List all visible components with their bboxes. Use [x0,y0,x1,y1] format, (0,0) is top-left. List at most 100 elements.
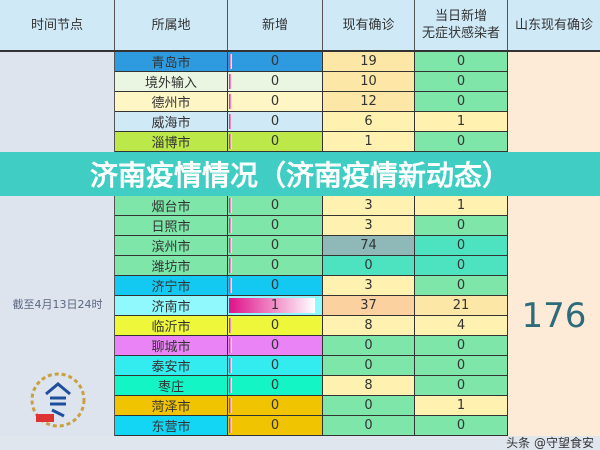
current-cell: 0 [323,256,415,275]
new-bar [229,94,232,109]
current-cell: 3 [323,216,415,235]
current-value: 3 [364,218,373,233]
city-name: 泰安市 [151,360,191,375]
asym-value: 0 [456,418,466,433]
table-row: 烟台市 0 3 1 [115,196,508,216]
city-name: 德州市 [151,96,191,111]
city-name: 临沂市 [151,320,191,335]
current-cell: 1 [323,132,415,151]
asym-value: 0 [456,378,466,393]
asym-cell: 1 [415,396,508,415]
new-cell: 0 [228,196,323,215]
current-value: 0 [364,418,373,433]
new-value: 0 [270,338,280,353]
new-value: 0 [270,74,280,89]
asym-value: 1 [456,398,466,413]
new-bar [229,114,232,129]
city-cell: 济南市 [115,296,228,315]
current-cell: 12 [323,92,415,111]
city-cell: 青岛市 [115,52,228,71]
asym-cell: 1 [415,112,508,131]
current-value: 3 [364,278,373,293]
new-cell: 0 [228,356,323,375]
watermark: 头条 @守望食安 [506,436,594,450]
current-cell: 0 [323,336,415,355]
header-shandong: 山东现有确诊 [514,17,593,33]
city-name: 威海市 [151,116,191,131]
new-value: 0 [270,358,280,373]
new-cell: 0 [228,72,323,91]
asym-cell: 0 [415,92,508,111]
asym-cell: 1 [415,196,508,215]
new-bar [229,74,232,89]
new-value: 1 [270,298,280,313]
new-cell: 0 [228,276,323,295]
new-bar [229,418,232,433]
current-cell: 3 [323,276,415,295]
new-value: 0 [270,258,280,273]
table-row: 青岛市 0 19 0 [115,52,508,72]
new-cell: 0 [228,376,323,395]
new-cell: 0 [228,112,323,131]
asym-cell: 0 [415,72,508,91]
current-cell: 8 [323,316,415,335]
asym-cell: 0 [415,416,508,435]
asym-cell: 0 [415,132,508,151]
table-row: 潍坊市 0 0 0 [115,256,508,276]
current-value: 74 [360,238,377,253]
new-value: 0 [270,378,280,393]
city-cell: 烟台市 [115,196,228,215]
current-value: 8 [364,378,373,393]
new-bar [229,218,232,233]
current-cell: 19 [323,52,415,71]
city-name: 济南市 [151,300,191,315]
new-bar [229,134,232,149]
shandong-total: 176 [508,196,600,436]
city-cell: 枣庄 [115,376,228,395]
city-name: 菏泽市 [151,400,191,415]
asym-value: 0 [456,258,466,273]
new-cell: 0 [228,256,323,275]
city-cell: 德州市 [115,92,228,111]
current-value: 12 [360,94,377,109]
asym-value: 0 [456,278,466,293]
header-asym: 当日新增 无症状感染者 [415,0,508,50]
asym-value: 0 [456,218,466,233]
new-value: 0 [270,134,280,149]
current-cell: 10 [323,72,415,91]
current-cell: 8 [323,376,415,395]
asym-value: 0 [456,94,466,109]
asym-cell: 0 [415,52,508,71]
table-header: 时间节点 所属地 新增 现有确诊 当日新增 无症状感染者 山东现有确诊 [0,0,600,52]
city-cell: 聊城市 [115,336,228,355]
new-value: 0 [270,318,280,333]
current-value: 8 [364,318,373,333]
table-row: 淄博市 0 1 0 [115,132,508,152]
asym-value: 4 [456,318,466,333]
city-cell: 潍坊市 [115,256,228,275]
header-new: 新增 [228,0,323,50]
current-value: 37 [360,298,377,313]
new-bar [229,358,232,373]
new-value: 0 [270,198,280,213]
asym-cell: 21 [415,296,508,315]
current-value: 3 [364,198,373,213]
asym-value: 0 [456,54,466,69]
current-cell: 3 [323,196,415,215]
city-cell: 临沂市 [115,316,228,335]
table-row: 日照市 0 3 0 [115,216,508,236]
time-cell-upper [0,52,115,152]
new-value: 0 [270,54,280,69]
new-value: 0 [270,218,280,233]
city-name: 淄博市 [151,136,191,151]
banner-title: 济南疫情情况（济南疫情新动态） [0,152,600,196]
new-cell: 0 [228,236,323,255]
header-time: 时间节点 [0,0,115,50]
new-bar [229,318,232,333]
new-cell: 0 [228,316,323,335]
current-value: 0 [364,358,373,373]
new-value: 0 [270,94,280,109]
current-value: 0 [364,338,373,353]
city-name: 青岛市 [151,56,191,71]
current-cell: 37 [323,296,415,315]
